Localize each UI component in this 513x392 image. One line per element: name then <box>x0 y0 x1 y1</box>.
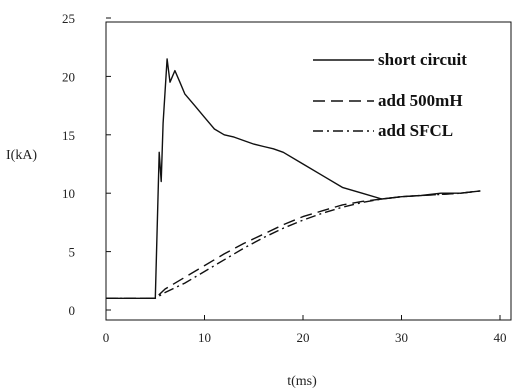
legend-label: add SFCL <box>378 121 453 140</box>
x-axis-ticks: 0 10 20 30 40 <box>103 315 507 345</box>
y-tick-label: 20 <box>62 69 75 84</box>
x-tick-label: 20 <box>297 330 310 345</box>
x-tick-label: 10 <box>198 330 211 345</box>
plot-frame <box>105 21 512 321</box>
y-axis-ticks: 0 5 10 15 20 25 <box>62 11 111 318</box>
y-tick-label: 5 <box>69 245 76 260</box>
x-tick-label: 0 <box>103 330 110 345</box>
legend: short circuit add 500mH add SFCL <box>313 50 467 140</box>
y-tick-label: 15 <box>62 128 75 143</box>
y-tick-label: 10 <box>62 186 75 201</box>
y-axis-title: I(kA) <box>6 148 37 163</box>
x-axis-title: t(ms) <box>287 374 317 389</box>
legend-label: add 500mH <box>378 91 463 110</box>
legend-label: short circuit <box>378 50 467 69</box>
series-line-add-sfcl <box>106 190 481 299</box>
series-lines <box>106 58 481 299</box>
y-tick-label: 0 <box>69 303 76 318</box>
x-tick-label: 40 <box>494 330 507 345</box>
x-tick-label: 30 <box>395 330 408 345</box>
series-line-add-500mh <box>106 190 481 299</box>
y-tick-label: 25 <box>62 11 75 26</box>
